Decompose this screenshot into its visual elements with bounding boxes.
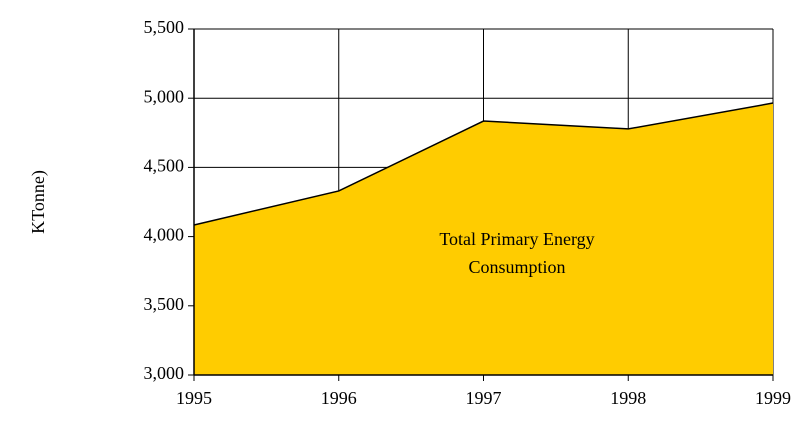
x-tick-label: 1995 — [176, 388, 212, 408]
x-tick-label: 1997 — [466, 388, 502, 408]
y-tick-label: 4,000 — [144, 225, 185, 245]
y-tick-label: 5,000 — [144, 86, 185, 106]
x-tick-label: 1998 — [610, 388, 646, 408]
area-line — [193, 102, 774, 226]
y-tick-label: 4,500 — [144, 156, 185, 176]
y-tick-label: 3,000 — [144, 363, 185, 383]
y-axis-label: KTonne) — [28, 170, 49, 234]
x-tick-label: 1996 — [321, 388, 357, 408]
annotation: Consumption — [468, 257, 565, 277]
area — [194, 103, 773, 375]
y-tick-label: 3,500 — [144, 294, 185, 314]
x-tick-label: 1999 — [755, 388, 791, 408]
annotation: Total Primary Energy — [439, 229, 594, 249]
y-tick-label: 5,500 — [144, 17, 185, 37]
